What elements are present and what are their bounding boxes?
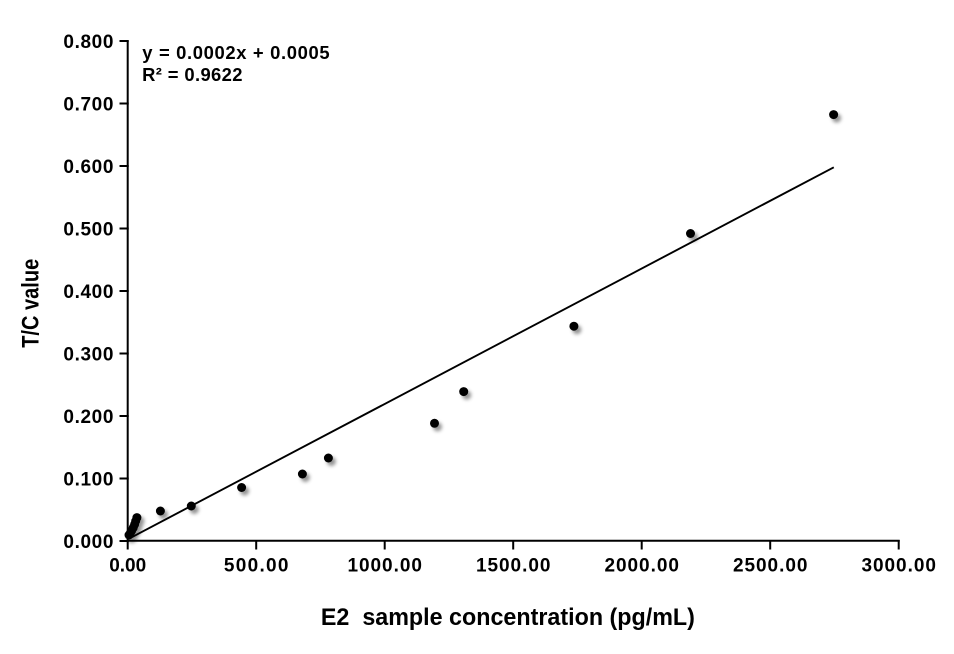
svg-text:T/C value: T/C value	[17, 259, 44, 348]
svg-text:3000.00: 3000.00	[861, 556, 936, 577]
svg-text:0.200: 0.200	[63, 407, 113, 428]
svg-text:2000.00: 2000.00	[604, 556, 679, 577]
svg-text:0.00: 0.00	[109, 556, 146, 577]
svg-text:E2 sample concentration (pg/m: E2 sample concentration (pg/mL)	[321, 604, 695, 631]
svg-text:1500.00: 1500.00	[476, 556, 551, 577]
svg-text:0.500: 0.500	[63, 219, 113, 240]
svg-text:R² = 0.9622: R² = 0.9622	[142, 64, 242, 85]
svg-text:0.000: 0.000	[63, 532, 113, 553]
svg-text:0.100: 0.100	[63, 469, 113, 490]
svg-text:0.300: 0.300	[63, 344, 113, 365]
svg-text:2500.00: 2500.00	[733, 556, 808, 577]
svg-text:0.400: 0.400	[63, 282, 113, 303]
svg-text:1000.00: 1000.00	[347, 556, 422, 577]
svg-text:0.700: 0.700	[63, 94, 113, 115]
svg-text:500.00: 500.00	[224, 556, 289, 577]
svg-text:0.600: 0.600	[63, 157, 113, 178]
svg-text:y = 0.0002x + 0.0005: y = 0.0002x + 0.0005	[142, 42, 329, 63]
svg-text:0.800: 0.800	[63, 32, 113, 53]
